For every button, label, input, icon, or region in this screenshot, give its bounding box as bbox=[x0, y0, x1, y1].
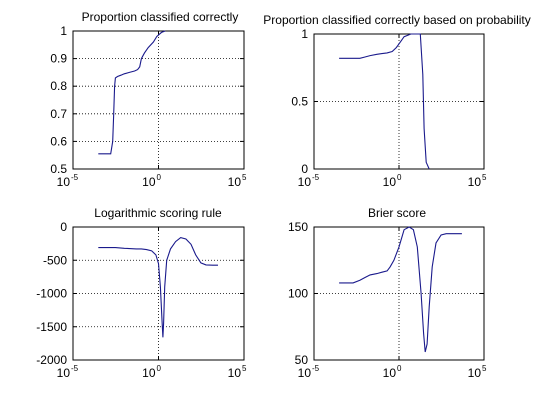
chart-title: Proportion classified correctly bbox=[82, 10, 239, 24]
x-tick-label: 10 bbox=[57, 366, 71, 380]
y-tick-label: -500 bbox=[43, 253, 67, 267]
proportion-probability-panel: Proportion classified correctly based on… bbox=[263, 13, 530, 189]
y-tick-label: 0.5 bbox=[50, 162, 67, 176]
x-tick-exponent: -5 bbox=[312, 173, 320, 182]
x-tick-exponent: 5 bbox=[242, 364, 247, 373]
x-tick-exponent: 0 bbox=[397, 173, 402, 182]
x-tick-exponent: 5 bbox=[482, 364, 487, 373]
y-tick-label: 0 bbox=[301, 162, 308, 176]
y-tick-label: 0.7 bbox=[50, 107, 67, 121]
chart-title: Brier score bbox=[368, 206, 426, 220]
x-tick-label: 10 bbox=[468, 366, 482, 380]
x-tick-label: 10 bbox=[228, 366, 242, 380]
y-tick-label: 100 bbox=[288, 287, 308, 301]
y-tick-label: 50 bbox=[295, 353, 309, 367]
x-tick-label: 10 bbox=[142, 175, 156, 189]
x-tick-label: 10 bbox=[468, 175, 482, 189]
x-tick-exponent: -5 bbox=[71, 364, 79, 373]
x-tick-label: 10 bbox=[383, 175, 397, 189]
y-tick-label: 0.6 bbox=[50, 134, 67, 148]
x-tick-exponent: 0 bbox=[157, 364, 162, 373]
x-tick-exponent: 0 bbox=[397, 364, 402, 373]
series-line bbox=[98, 236, 218, 338]
y-tick-label: 150 bbox=[288, 220, 308, 234]
x-tick-label: 10 bbox=[228, 175, 242, 189]
chart-title: Proportion classified correctly based on… bbox=[263, 13, 530, 27]
series-line bbox=[339, 33, 430, 170]
series-line bbox=[339, 226, 462, 353]
x-tick-exponent: 5 bbox=[482, 173, 487, 182]
y-tick-label: -1000 bbox=[36, 287, 67, 301]
y-tick-label: 1 bbox=[60, 24, 67, 38]
x-tick-exponent: 0 bbox=[157, 173, 162, 182]
proportion-correct-panel: Proportion classified correctly 0.5 0.6 0.7… bbox=[50, 10, 247, 189]
y-tick-label: -2000 bbox=[36, 353, 67, 367]
x-tick-label: 10 bbox=[383, 366, 397, 380]
x-tick-label: 10 bbox=[142, 366, 156, 380]
y-tick-label: 1 bbox=[301, 27, 308, 41]
y-tick-label: 0.5 bbox=[291, 95, 308, 109]
x-tick-label: 10 bbox=[298, 175, 312, 189]
log-scoring-panel: Logarithmic scoring rule -2000 -1500 -1000 -… bbox=[36, 206, 247, 380]
x-tick-label: 10 bbox=[57, 175, 71, 189]
x-tick-exponent: 5 bbox=[242, 173, 247, 182]
series-line bbox=[98, 30, 166, 155]
y-tick-label: -1500 bbox=[36, 320, 67, 334]
x-tick-exponent: -5 bbox=[71, 173, 79, 182]
y-tick-label: 0.8 bbox=[50, 79, 67, 93]
y-tick-label: 0 bbox=[60, 220, 67, 234]
y-tick-label: 0.9 bbox=[50, 52, 67, 66]
x-tick-exponent: -5 bbox=[312, 364, 320, 373]
chart-title: Logarithmic scoring rule bbox=[94, 206, 222, 220]
x-tick-label: 10 bbox=[298, 366, 312, 380]
